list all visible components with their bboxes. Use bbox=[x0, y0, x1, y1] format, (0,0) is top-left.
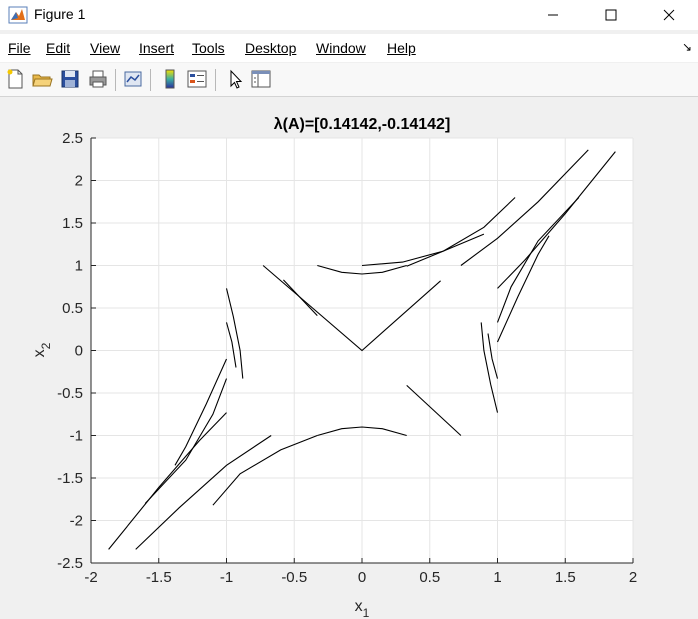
y-tick-label: -1 bbox=[70, 428, 83, 445]
x-axis-label: x1 bbox=[355, 598, 370, 619]
y-tick-label: 1.5 bbox=[62, 215, 83, 232]
trajectory-line bbox=[174, 358, 228, 466]
trajectory-line bbox=[497, 151, 616, 289]
x-tick-label: -0.5 bbox=[281, 569, 307, 586]
y-tick-label: -2.5 bbox=[57, 555, 83, 572]
menu-insert-label: Insert bbox=[139, 40, 175, 56]
y-tick-label: -0.5 bbox=[57, 385, 83, 402]
trajectory-line bbox=[108, 412, 227, 550]
menu-desktop-label: Desktop bbox=[245, 40, 297, 56]
y-tick-label: 1 bbox=[75, 258, 83, 275]
trajectory-line bbox=[317, 426, 407, 437]
chart-title: λ(A)=[0.14142,-0.14142] bbox=[274, 116, 451, 133]
y-tick-label: 0 bbox=[75, 343, 83, 360]
minimize-icon bbox=[548, 14, 558, 16]
matlab-logo-icon bbox=[8, 6, 28, 24]
property-inspector-icon[interactable] bbox=[250, 68, 272, 90]
trajectory-line bbox=[283, 279, 318, 316]
print-icon[interactable] bbox=[87, 68, 109, 90]
maximize-icon bbox=[605, 9, 617, 21]
x-tick-label: -1 bbox=[220, 569, 233, 586]
x-tick-label: 0.5 bbox=[419, 569, 440, 586]
close-button[interactable] bbox=[646, 0, 692, 30]
data-curves bbox=[108, 149, 616, 550]
trajectory-line bbox=[406, 384, 462, 436]
menu-edit-label: Edit bbox=[46, 40, 71, 56]
colorbar-icon[interactable] bbox=[159, 68, 181, 90]
title-bar: Figure 1 bbox=[0, 0, 698, 30]
menu-window-label: Window bbox=[316, 40, 366, 56]
window-title: Figure 1 bbox=[34, 6, 86, 22]
menu-window[interactable]: Window bbox=[316, 40, 366, 56]
trajectory-line bbox=[361, 233, 485, 267]
toolbar-separator bbox=[215, 69, 216, 91]
y-axis-label: x2 bbox=[31, 342, 53, 357]
y-axis-label-main: x bbox=[31, 349, 48, 357]
chart-canvas[interactable]: -2 -1.5 -1 -0.5 0 0.5 1 1.5 2-2.5-2-1.5-1-0.500.… bbox=[0, 97, 698, 619]
menu-edit[interactable]: Edit bbox=[46, 40, 70, 56]
x-tick-label: 1.5 bbox=[555, 569, 576, 586]
dock-arrow-icon[interactable]: ↘ bbox=[681, 40, 692, 54]
maximize-button[interactable] bbox=[588, 0, 634, 30]
y-axis-label-sub: 2 bbox=[39, 342, 53, 349]
trajectory-line bbox=[225, 322, 237, 368]
pointer-icon[interactable] bbox=[224, 68, 246, 90]
trajectory-line bbox=[496, 235, 550, 343]
menu-tools[interactable]: Tools bbox=[192, 40, 225, 56]
menu-tools-label: Tools bbox=[192, 40, 225, 56]
trajectory-line bbox=[460, 149, 589, 266]
link-plot-icon[interactable] bbox=[122, 68, 144, 90]
x-axis-label-main: x bbox=[355, 598, 363, 615]
new-figure-icon[interactable] bbox=[4, 68, 26, 90]
minimize-button[interactable] bbox=[530, 0, 576, 30]
menu-file-label: File bbox=[8, 40, 31, 56]
menu-file[interactable]: File bbox=[8, 40, 31, 56]
toolbar bbox=[0, 63, 698, 97]
menu-bar: File Edit View Insert Tools Desktop Wind… bbox=[0, 34, 698, 62]
menu-view[interactable]: View bbox=[90, 40, 120, 56]
trajectory-line bbox=[135, 435, 272, 550]
y-tick-label: 2.5 bbox=[62, 130, 83, 147]
trajectory-line bbox=[406, 197, 516, 267]
toolbar-separator bbox=[150, 69, 151, 91]
y-tick-label: -2 bbox=[70, 513, 83, 530]
figure-area: -2 -1.5 -1 -0.5 0 0.5 1 1.5 2 -2.5 -2 -1.5 -1 -0.5 0 0.… bbox=[0, 97, 698, 619]
trajectory-line bbox=[496, 197, 580, 323]
y-tick-label: 0.5 bbox=[62, 300, 83, 317]
menu-desktop[interactable]: Desktop bbox=[245, 40, 296, 56]
trajectory-line bbox=[317, 264, 407, 275]
trajectory-line bbox=[225, 288, 244, 379]
x-tick-label: 1 bbox=[493, 569, 501, 586]
x-axis-label-sub: 1 bbox=[363, 606, 370, 619]
trajectory-line bbox=[480, 322, 499, 413]
close-icon bbox=[663, 9, 675, 21]
legend-icon[interactable] bbox=[186, 68, 208, 90]
trajectory-line bbox=[212, 434, 318, 506]
y-tick-label: 2 bbox=[75, 173, 83, 190]
menu-insert[interactable]: Insert bbox=[139, 40, 174, 56]
toolbar-separator bbox=[115, 69, 116, 91]
x-tick-label: 2 bbox=[629, 569, 637, 586]
trajectory-line bbox=[144, 378, 228, 504]
save-icon[interactable] bbox=[59, 68, 81, 90]
trajectory-line bbox=[487, 333, 499, 379]
open-file-icon[interactable] bbox=[31, 68, 53, 90]
menu-help-label: Help bbox=[387, 40, 416, 56]
x-tick-label: 0 bbox=[358, 569, 366, 586]
y-tick-label: -1.5 bbox=[57, 470, 83, 487]
menu-help[interactable]: Help bbox=[387, 40, 416, 56]
axis-ticks: -2 -1.5 -1 -0.5 0 0.5 1 1.5 2-2.5-2-1.5-1-0.500.… bbox=[57, 130, 637, 586]
menu-view-label: View bbox=[90, 40, 121, 56]
x-tick-label: -1.5 bbox=[146, 569, 172, 586]
x-tick-label: -2 bbox=[84, 569, 97, 586]
